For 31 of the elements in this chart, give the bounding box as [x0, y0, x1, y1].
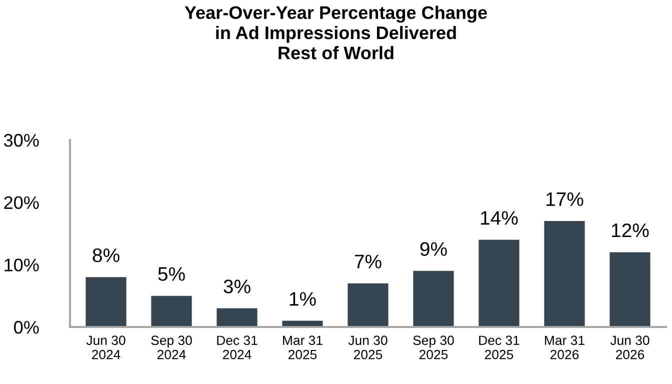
data-label: 12%	[612, 223, 649, 238]
bar	[151, 296, 192, 327]
y-tick-label: 0%	[14, 320, 39, 334]
data-label: 3%	[224, 280, 250, 294]
bar	[86, 277, 126, 327]
bar	[610, 252, 650, 327]
x-tick-label: Dec 31 2025	[479, 336, 520, 360]
bar	[216, 308, 258, 327]
y-tick-label: 10%	[4, 258, 39, 272]
x-tick-label: Jun 30 2025	[348, 336, 388, 360]
data-label: 8%	[92, 248, 120, 262]
bar	[544, 221, 585, 327]
bar	[413, 270, 454, 327]
x-tick-label: Sep 30 2025	[413, 336, 454, 360]
x-tick-label: Dec 31 2024	[217, 336, 258, 360]
bar	[348, 283, 388, 327]
data-label: 14%	[481, 211, 518, 225]
x-tick-label: Mar 31 2026	[545, 336, 584, 360]
y-tick-label: 30%	[4, 134, 39, 147]
chart-title: Year-Over-Year Percentage Change in Ad Impressions Delivered Rest of World	[184, 6, 487, 60]
data-label: 7%	[354, 254, 382, 268]
data-label: 1%	[290, 292, 316, 306]
x-tick-label: Mar 31 2025	[283, 336, 322, 360]
data-label: 5%	[158, 267, 185, 281]
y-tick-label: 20%	[4, 196, 39, 210]
x-tick-label: Jun 30 2026	[610, 336, 650, 360]
data-label: 9%	[420, 242, 447, 256]
x-tick-label: Sep 30 2024	[151, 336, 192, 360]
x-tick-label: Jun 30 2024	[86, 336, 126, 360]
bar	[478, 240, 520, 327]
data-label: 17%	[546, 192, 584, 206]
